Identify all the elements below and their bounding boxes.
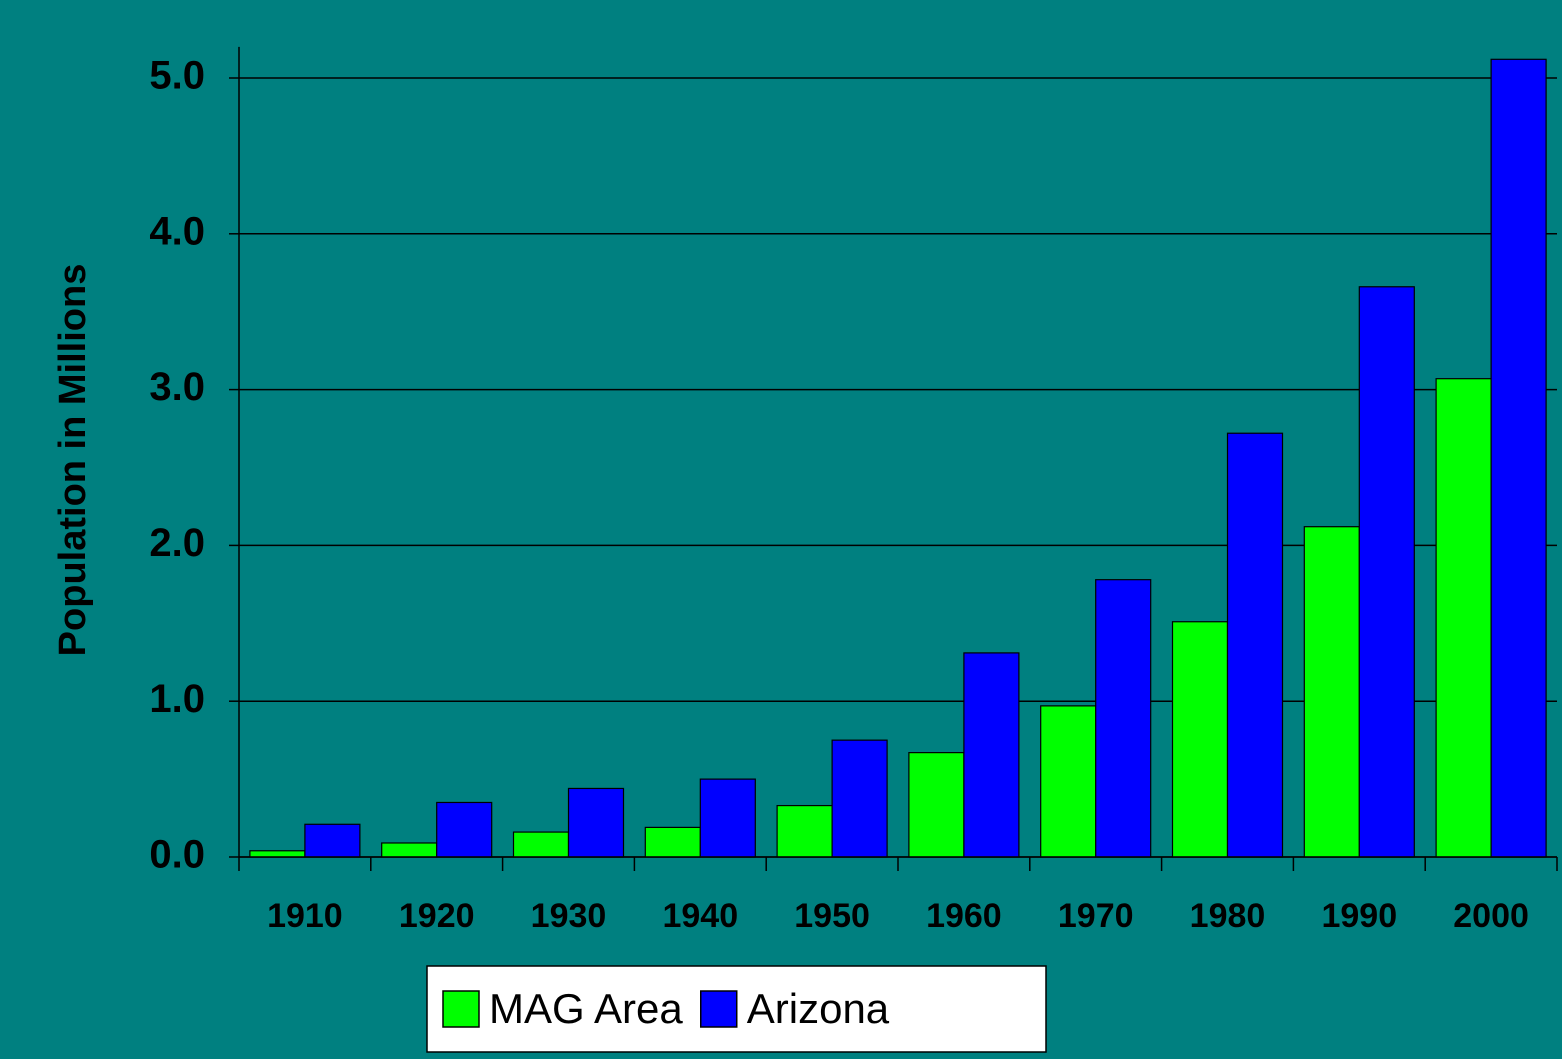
bar bbox=[381, 842, 438, 858]
bar bbox=[1303, 526, 1360, 858]
x-tick-label: 1970 bbox=[1058, 897, 1134, 935]
y-tick-label: 1.0 bbox=[149, 677, 205, 721]
bar bbox=[436, 801, 493, 858]
y-tick-label: 4.0 bbox=[149, 209, 205, 253]
x-tick-label: 1910 bbox=[267, 897, 343, 935]
bar bbox=[1226, 432, 1284, 858]
x-tick-label: 1950 bbox=[794, 897, 870, 935]
bar bbox=[1095, 579, 1152, 858]
x-tick-label: 1930 bbox=[531, 897, 607, 935]
y-axis-label: Population in Millions bbox=[52, 264, 94, 657]
y-tick-label: 0.0 bbox=[149, 833, 205, 877]
bar bbox=[831, 739, 888, 858]
bar bbox=[1040, 705, 1097, 858]
bar bbox=[1358, 286, 1415, 858]
x-tick-label: 1990 bbox=[1321, 897, 1397, 935]
x-tick-label: 1960 bbox=[926, 897, 1002, 935]
y-tick-label: 2.0 bbox=[149, 521, 205, 565]
bar bbox=[699, 778, 756, 858]
bar bbox=[567, 787, 625, 858]
legend-label: Arizona bbox=[747, 985, 890, 1032]
bar bbox=[644, 826, 701, 858]
bar bbox=[1435, 378, 1492, 858]
bar bbox=[908, 752, 965, 858]
bar bbox=[963, 652, 1020, 858]
bar bbox=[1171, 621, 1229, 858]
bar bbox=[512, 831, 570, 858]
bar bbox=[776, 804, 833, 858]
legend-swatch bbox=[700, 990, 738, 1028]
y-tick-label: 5.0 bbox=[149, 54, 205, 98]
legend-swatch bbox=[442, 990, 480, 1028]
x-tick-label: 1980 bbox=[1190, 897, 1266, 935]
x-tick-label: 2000 bbox=[1453, 897, 1529, 935]
bar bbox=[1490, 58, 1547, 858]
bar bbox=[249, 850, 306, 858]
bar bbox=[304, 823, 361, 858]
x-tick-label: 1920 bbox=[399, 897, 475, 935]
legend-label: MAG Area bbox=[489, 985, 683, 1032]
x-tick-label: 1940 bbox=[662, 897, 738, 935]
y-tick-label: 3.0 bbox=[149, 365, 205, 409]
